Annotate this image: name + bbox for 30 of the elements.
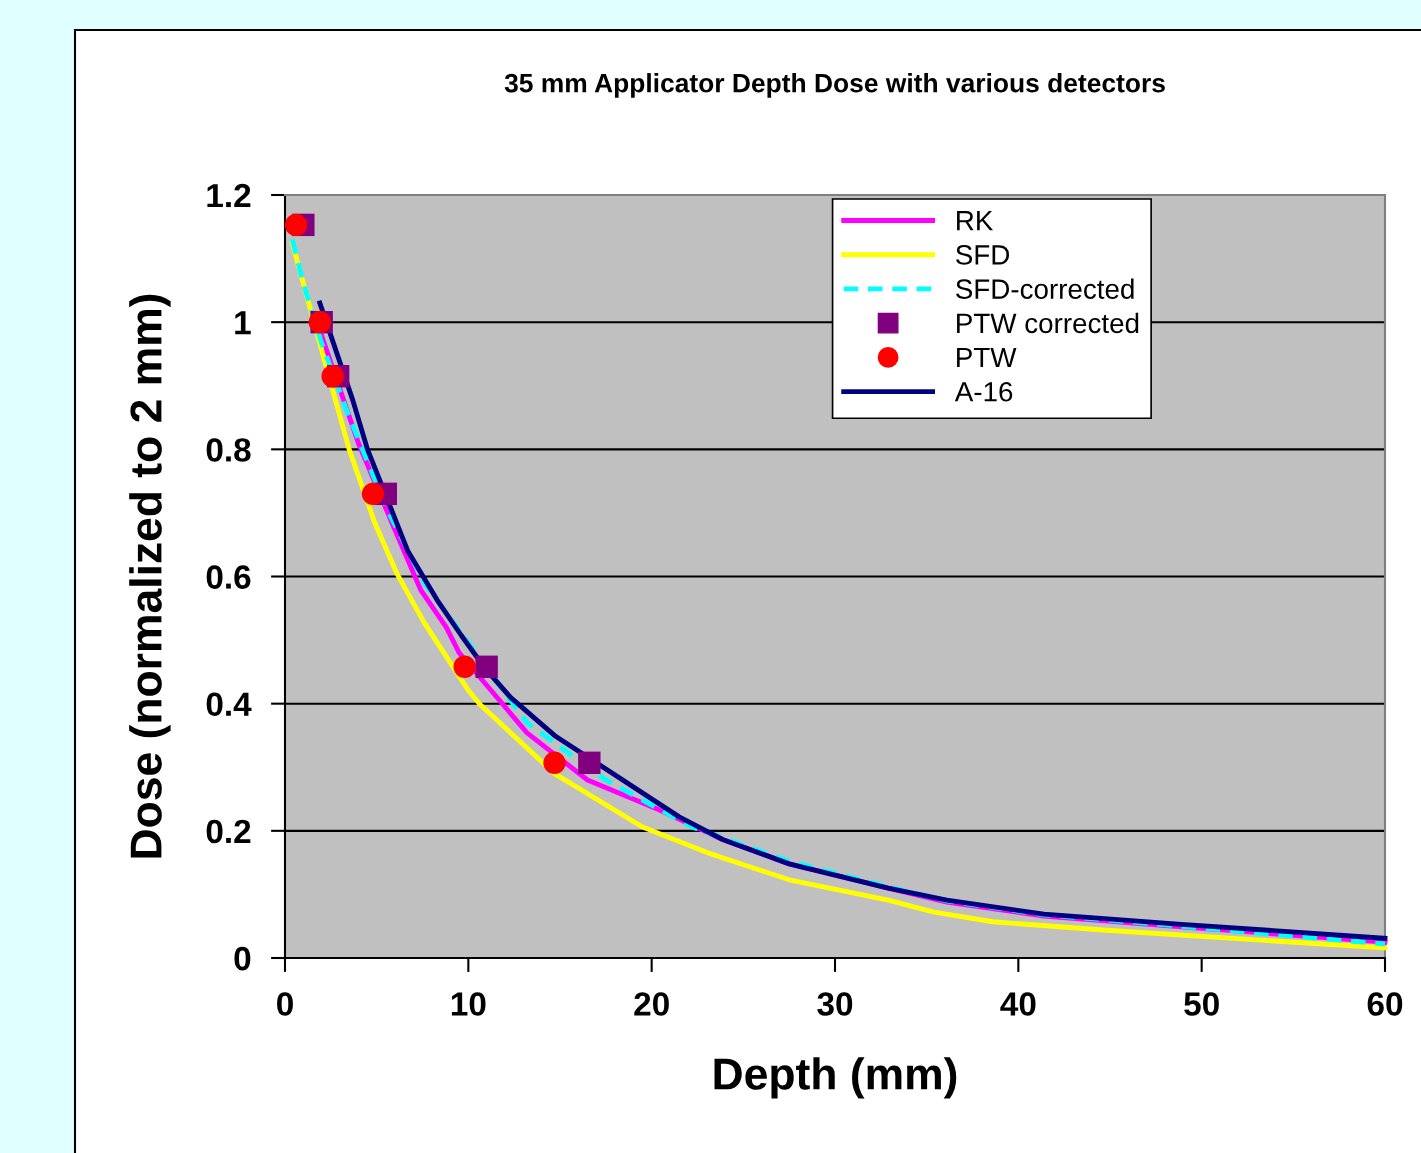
x-tick-label: 30 xyxy=(817,992,853,1016)
y-tick-label: 1 xyxy=(235,311,251,335)
chart-title: 35 mm Applicator Depth Dose with various detectors xyxy=(504,73,1165,98)
point xyxy=(321,365,344,388)
x-axis-title: Depth (mm) xyxy=(714,1057,957,1099)
x-tick-label: 40 xyxy=(1000,992,1036,1016)
point xyxy=(578,751,601,774)
point xyxy=(475,655,498,678)
legend-label: RK xyxy=(957,211,994,231)
y-tick-label: 1.2 xyxy=(207,183,251,208)
y-tick-label: 0 xyxy=(234,946,251,971)
x-tick-label: 50 xyxy=(1184,992,1219,1016)
point xyxy=(284,213,308,237)
point xyxy=(543,751,566,774)
point xyxy=(361,482,385,506)
legend-label: PTW xyxy=(957,348,1017,368)
legend-label: A-16 xyxy=(954,381,1013,402)
x-tick-label: 0 xyxy=(277,992,293,1016)
legend-label: SFD xyxy=(956,245,1010,265)
legend-label: PTW corrected xyxy=(957,312,1139,334)
y-tick-label: 0.2 xyxy=(206,819,251,844)
x-tick-label: 20 xyxy=(634,992,669,1016)
x-tick-label: 60 xyxy=(1367,992,1403,1016)
point xyxy=(453,655,476,678)
y-tick-label: 0.8 xyxy=(206,438,251,462)
y-axis-title: Dose (normalized to 2 mm) xyxy=(129,294,171,858)
y-tick-label: 0.6 xyxy=(206,565,251,589)
y-tick-label: 0.4 xyxy=(206,692,252,717)
legend-label: SFD-corrected xyxy=(956,278,1134,299)
x-tick-label: 10 xyxy=(451,992,486,1016)
